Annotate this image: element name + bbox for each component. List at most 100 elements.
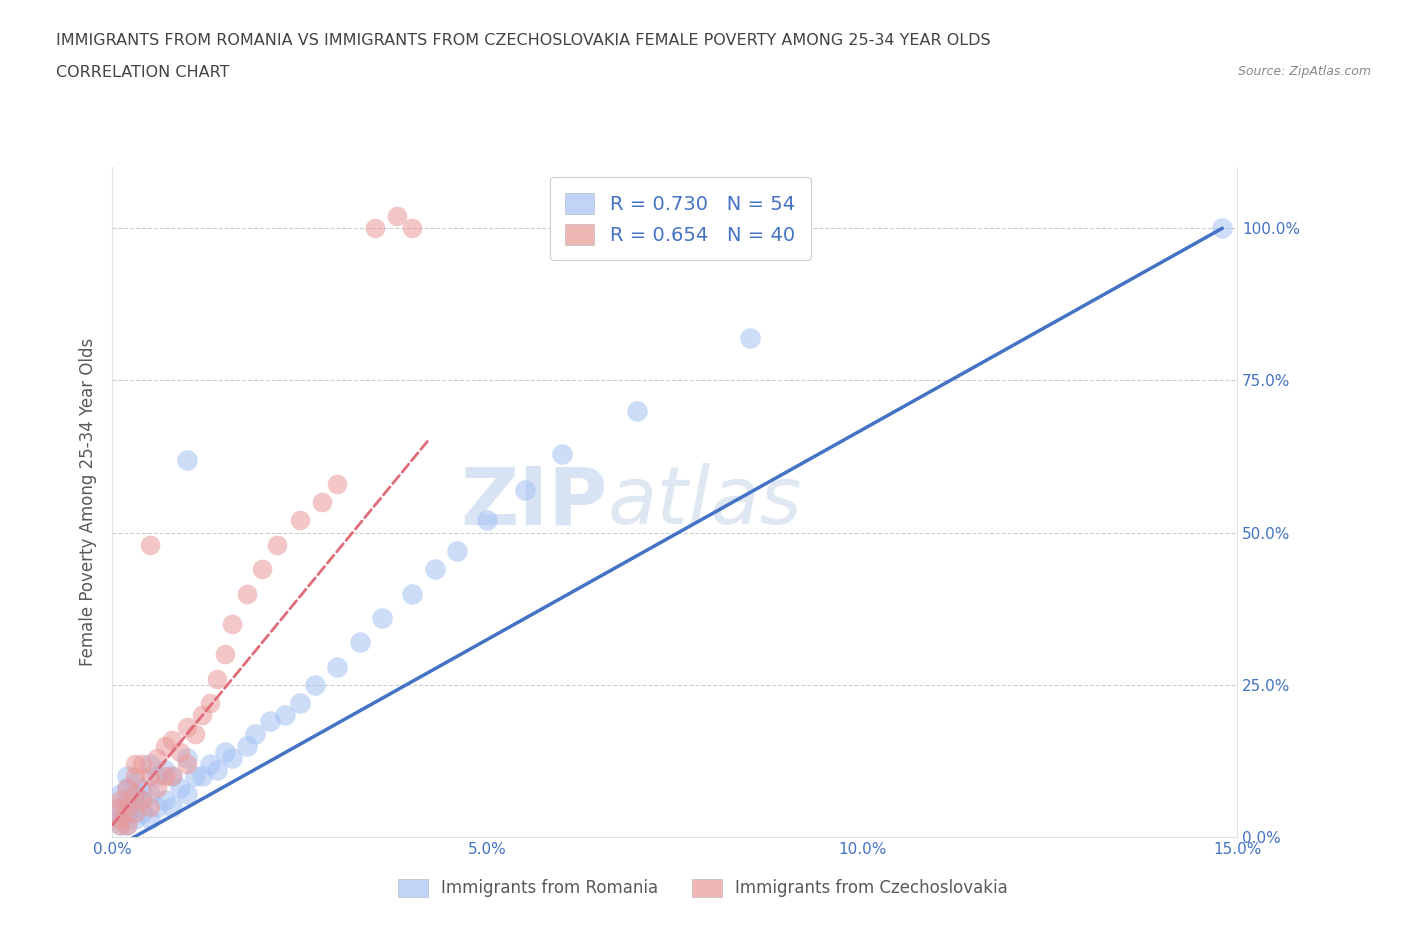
Point: [117, 781, 139, 796]
Point: [184, 769, 207, 784]
Point: [108, 817, 131, 832]
Point: [401, 220, 423, 235]
Legend: R = 0.730   N = 54, R = 0.654   N = 40: R = 0.730 N = 54, R = 0.654 N = 40: [550, 177, 811, 260]
Point: [371, 610, 394, 625]
Point: [169, 744, 191, 759]
Point: [221, 617, 243, 631]
Legend: Immigrants from Romania, Immigrants from Czechoslovakia: Immigrants from Romania, Immigrants from…: [385, 866, 1021, 910]
Point: [139, 769, 162, 784]
Point: [124, 787, 146, 802]
Text: ZIP: ZIP: [460, 463, 607, 541]
Point: [176, 756, 198, 771]
Point: [108, 817, 131, 832]
Point: [124, 775, 146, 790]
Point: [387, 208, 409, 223]
Point: [1211, 220, 1233, 235]
Point: [198, 696, 221, 711]
Point: [108, 799, 131, 814]
Point: [236, 586, 259, 601]
Point: [214, 647, 236, 662]
Point: [117, 781, 139, 796]
Point: [274, 708, 297, 723]
Point: [146, 781, 169, 796]
Point: [124, 805, 146, 820]
Text: CORRELATION CHART: CORRELATION CHART: [56, 65, 229, 80]
Point: [124, 811, 146, 826]
Point: [124, 769, 146, 784]
Point: [108, 811, 131, 826]
Point: [153, 793, 176, 808]
Point: [551, 446, 574, 461]
Point: [117, 805, 139, 820]
Text: IMMIGRANTS FROM ROMANIA VS IMMIGRANTS FROM CZECHOSLOVAKIA FEMALE POVERTY AMONG 2: IMMIGRANTS FROM ROMANIA VS IMMIGRANTS FR…: [56, 33, 991, 47]
Point: [326, 476, 349, 491]
Point: [169, 781, 191, 796]
Point: [117, 817, 139, 832]
Point: [139, 811, 162, 826]
Point: [626, 404, 648, 418]
Point: [108, 793, 131, 808]
Point: [162, 799, 184, 814]
Point: [266, 538, 288, 552]
Point: [184, 726, 207, 741]
Point: [117, 799, 139, 814]
Point: [153, 769, 176, 784]
Point: [108, 787, 131, 802]
Point: [288, 513, 311, 528]
Point: [176, 751, 198, 765]
Point: [108, 805, 131, 820]
Point: [146, 799, 169, 814]
Point: [198, 756, 221, 771]
Point: [131, 793, 153, 808]
Point: [252, 562, 274, 577]
Point: [243, 726, 266, 741]
Point: [124, 787, 146, 802]
Point: [207, 671, 229, 686]
Point: [117, 769, 139, 784]
Point: [124, 756, 146, 771]
Point: [139, 756, 162, 771]
Point: [131, 781, 153, 796]
Point: [139, 787, 162, 802]
Point: [108, 799, 131, 814]
Point: [221, 751, 243, 765]
Point: [139, 799, 162, 814]
Point: [446, 543, 468, 558]
Point: [477, 513, 499, 528]
Point: [162, 769, 184, 784]
Point: [513, 483, 536, 498]
Point: [288, 696, 311, 711]
Point: [146, 751, 169, 765]
Point: [738, 330, 761, 345]
Point: [191, 769, 214, 784]
Point: [131, 805, 153, 820]
Point: [311, 495, 333, 510]
Point: [108, 811, 131, 826]
Point: [207, 763, 229, 777]
Point: [326, 659, 349, 674]
Point: [349, 635, 371, 650]
Point: [131, 756, 153, 771]
Point: [153, 763, 176, 777]
Y-axis label: Female Poverty Among 25-34 Year Olds: Female Poverty Among 25-34 Year Olds: [79, 339, 97, 666]
Text: Source: ZipAtlas.com: Source: ZipAtlas.com: [1237, 65, 1371, 78]
Point: [259, 714, 281, 729]
Point: [176, 720, 198, 735]
Point: [401, 586, 423, 601]
Point: [236, 738, 259, 753]
Point: [139, 538, 162, 552]
Point: [146, 769, 169, 784]
Point: [364, 220, 387, 235]
Point: [423, 562, 446, 577]
Point: [153, 738, 176, 753]
Point: [176, 787, 198, 802]
Point: [191, 708, 214, 723]
Point: [117, 793, 139, 808]
Point: [304, 677, 326, 692]
Point: [176, 452, 198, 467]
Point: [117, 817, 139, 832]
Point: [131, 793, 153, 808]
Text: atlas: atlas: [607, 463, 803, 541]
Point: [214, 744, 236, 759]
Point: [124, 799, 146, 814]
